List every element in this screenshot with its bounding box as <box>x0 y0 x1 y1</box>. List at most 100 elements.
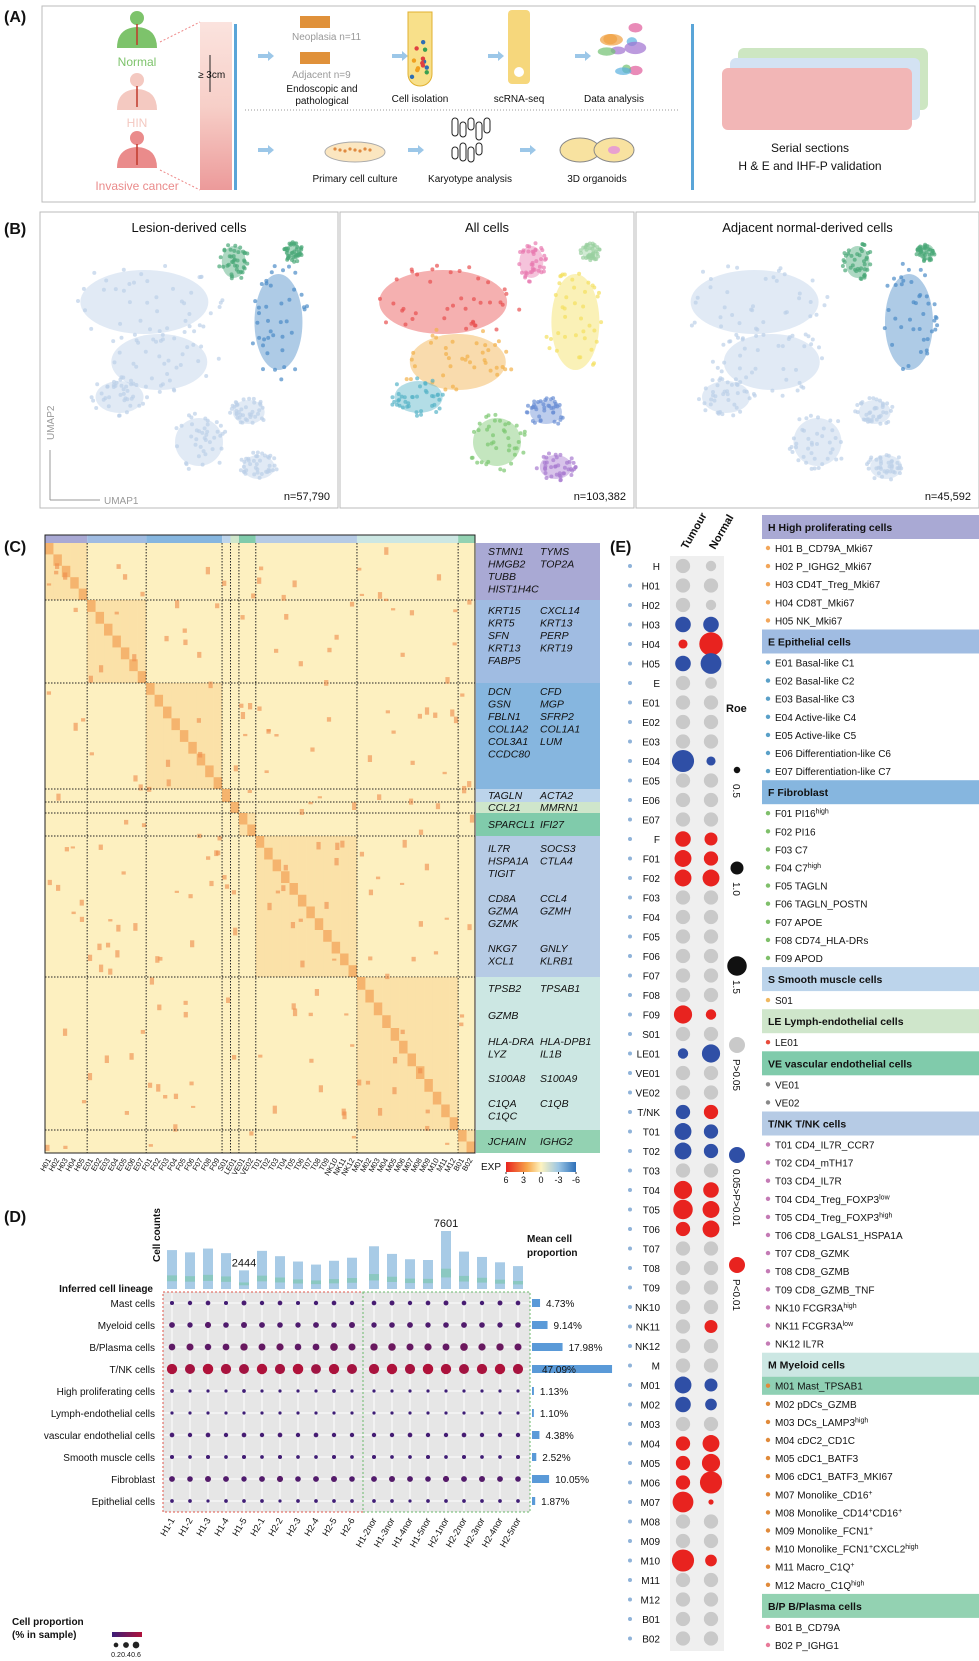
umap-cell <box>415 376 419 380</box>
umap-cell <box>807 334 811 338</box>
legend-label: 0.05>P>0.01 <box>730 1169 741 1227</box>
roe-dot <box>700 1471 722 1493</box>
heat-streak <box>318 796 322 798</box>
value-label: 17.98% <box>569 1343 603 1354</box>
axis-title: Cell counts <box>152 1208 163 1262</box>
row-dot <box>628 740 632 744</box>
umap-cell <box>548 346 552 350</box>
proportion-dot <box>390 1301 395 1306</box>
axis-title: Inferred cell lineage <box>59 1284 153 1295</box>
umap-cluster <box>540 455 572 479</box>
heat-streak <box>327 717 331 721</box>
count-bar-segment <box>239 1282 249 1285</box>
umap-cell <box>873 476 877 480</box>
axis-title: proportion <box>527 1248 578 1259</box>
umap-cluster <box>254 274 302 370</box>
roe-dot <box>675 850 692 867</box>
count-bar <box>347 1258 357 1289</box>
umap-cell <box>133 333 137 337</box>
proportion-dot <box>206 1499 209 1502</box>
row-label: F08 <box>643 991 661 1002</box>
umap-cell <box>797 417 801 421</box>
umap-cell <box>503 287 507 291</box>
count-bar <box>311 1265 321 1289</box>
gene-label: XCL1 <box>487 956 514 968</box>
proportion-dot <box>260 1301 264 1305</box>
value-label: 9.14% <box>554 1321 582 1332</box>
count-bar <box>423 1260 433 1289</box>
umap-cell <box>158 390 162 394</box>
heat-streak <box>149 1144 153 1147</box>
heat-streak <box>265 770 269 773</box>
umap-cluster <box>794 418 842 466</box>
value-label: 2.52% <box>542 1453 570 1464</box>
proportion-dot <box>349 1322 355 1328</box>
umap-cell <box>890 405 894 409</box>
group-bar <box>146 535 222 543</box>
heat-block <box>45 543 53 600</box>
step-label: Cell isolation <box>392 94 449 105</box>
legend-label: P<0.01 <box>730 1279 741 1311</box>
sample-label: H2-6 <box>338 1516 356 1538</box>
proportion-dot <box>170 1301 174 1305</box>
heat-streak <box>425 864 429 871</box>
umap-cell <box>574 465 578 469</box>
heat-streak <box>436 803 440 809</box>
proportion-dot <box>278 1455 282 1459</box>
cell-type-label: F05 TAGLN <box>775 882 827 893</box>
roe-dot <box>676 1241 690 1255</box>
umap-cell <box>781 394 785 398</box>
gene-label: C1QB <box>540 1098 569 1110</box>
proportion-dot <box>260 1433 264 1437</box>
proportion-dot <box>498 1455 502 1459</box>
axis-label: UMAP1 <box>104 496 139 507</box>
cell-type-label: E03 Basal-like C3 <box>775 695 855 706</box>
proportion-dot <box>408 1389 411 1392</box>
mean-bar <box>532 1343 563 1351</box>
umap-cell <box>187 467 191 471</box>
umap-title: Adjacent normal-derived cells <box>722 220 893 235</box>
item-dot <box>766 1456 770 1460</box>
row-label: H <box>653 562 660 573</box>
umap-cell <box>734 377 738 381</box>
item-dot <box>766 1643 770 1647</box>
proportion-dot <box>170 1389 174 1393</box>
gene-label: KRT15 <box>488 605 521 617</box>
gene-label: CCL21 <box>488 802 521 814</box>
proportion-dot <box>295 1322 300 1327</box>
heat-streak <box>360 594 364 596</box>
umap-cell <box>523 430 527 434</box>
item-dot <box>766 1546 770 1550</box>
gene-label: NKG7 <box>488 943 518 955</box>
umap-cell <box>302 305 306 309</box>
umap-cell <box>545 396 549 400</box>
roe-dot <box>705 833 718 846</box>
row-dot <box>628 779 632 783</box>
roe-dot <box>704 1280 718 1294</box>
legend-tick-label: 6 <box>503 1175 508 1185</box>
heat-streak <box>293 580 297 587</box>
heat-block <box>315 836 323 977</box>
proportion-dot <box>296 1433 300 1437</box>
proportion-dot <box>443 1344 450 1351</box>
umap-cell <box>701 270 705 274</box>
proportion-dot <box>332 1455 336 1459</box>
row-label: F04 <box>643 913 661 924</box>
row-dot <box>628 1286 632 1290</box>
row-dot <box>628 584 632 588</box>
heat-streak <box>89 676 93 683</box>
row-label: E07 <box>642 816 660 827</box>
roe-dot <box>676 1261 690 1275</box>
umap-cell <box>148 327 152 331</box>
roe-dot <box>703 1201 720 1218</box>
gene-label: S100A9 <box>540 1073 578 1085</box>
figure: (A)NormalHINInvasive cancer≥ 3cmNeoplasi… <box>0 0 979 1661</box>
heat-block <box>222 789 230 802</box>
heat-streak <box>324 902 328 909</box>
proportion-dot <box>516 1411 519 1414</box>
cell-type-label: VE02 <box>775 1098 800 1109</box>
heat-streak <box>425 707 429 714</box>
roe-dot <box>704 695 718 709</box>
proportion-dot <box>425 1322 430 1327</box>
item-dot <box>766 956 770 960</box>
